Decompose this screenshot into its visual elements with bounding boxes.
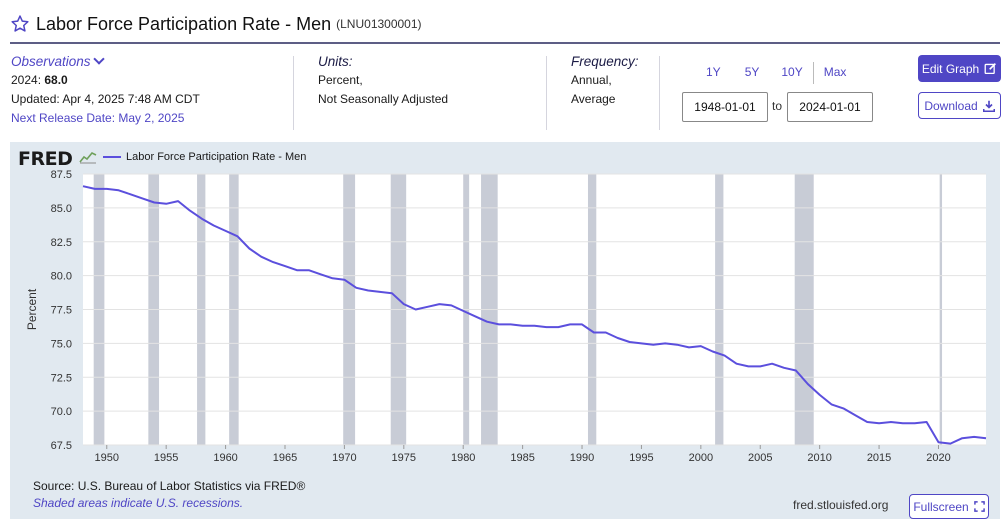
y-tick-label: 85.0 <box>51 203 72 215</box>
updated-text: Updated: Apr 4, 2025 7:48 AM CDT <box>11 92 200 106</box>
fred-chart-logo-icon <box>79 152 97 164</box>
source-text: Source: U.S. Bureau of Labor Statistics … <box>33 479 306 493</box>
range-1y-button[interactable]: 1Y <box>706 65 721 79</box>
star-icon[interactable] <box>10 14 30 34</box>
download-button[interactable]: Download <box>918 92 1001 119</box>
y-tick-label: 67.5 <box>51 440 72 452</box>
frequency-panel: Frequency: Annual, Average <box>571 52 639 109</box>
edit-graph-label: Edit Graph <box>921 61 980 76</box>
frequency-line1: Annual, <box>571 73 612 87</box>
x-tick-label: 2005 <box>748 452 772 464</box>
chart-panel: 67.5 70.0 72.5 75.0 77.5 80.0 82.5 85.0 87.5 1950… <box>10 142 1000 519</box>
recession-note: Shaded areas indicate U.S. recessions. <box>33 496 244 510</box>
x-tick-label: 1990 <box>570 452 594 464</box>
frequency-line2: Average <box>571 92 616 106</box>
page-title: Labor Force Participation Rate - Men <box>36 13 332 34</box>
x-tick-label: 1950 <box>95 452 119 464</box>
fullscreen-button[interactable]: Fullscreen <box>909 494 989 519</box>
range-max-button[interactable]: Max <box>823 65 847 79</box>
range-buttons: 1Y 5Y 10Y Max <box>700 62 846 84</box>
fred-logo: FRED <box>18 148 73 170</box>
y-tick-label: 77.5 <box>51 305 72 317</box>
legend-swatch <box>103 156 121 158</box>
fullscreen-icon <box>973 501 985 512</box>
x-tick-label: 1995 <box>629 452 653 464</box>
download-icon <box>982 100 995 112</box>
chevron-down-icon <box>92 53 105 65</box>
y-tick-label: 75.0 <box>51 338 72 350</box>
fullscreen-label: Fullscreen <box>913 499 969 514</box>
observations-panel: Observations 2024: 68.0 Updated: Apr 4, … <box>11 52 200 128</box>
y-tick-label: 82.5 <box>51 237 72 249</box>
x-tick-label: 1970 <box>332 452 356 464</box>
x-tick-label: 2010 <box>807 452 831 464</box>
series-line <box>82 185 987 445</box>
units-line1: Percent, <box>318 73 363 87</box>
y-axis-label: Percent <box>25 288 39 330</box>
title-divider <box>10 42 1000 44</box>
download-label: Download <box>924 98 978 113</box>
x-tick-label: 1980 <box>451 452 475 464</box>
x-tick-label: 1960 <box>213 452 237 464</box>
x-tick-label: 1965 <box>273 452 297 464</box>
x-tick-label: 1955 <box>154 452 178 464</box>
latest-value: 68.0 <box>44 73 68 87</box>
edit-icon <box>984 63 997 75</box>
title-bar: Labor Force Participation Rate - Men (LN… <box>10 10 422 38</box>
edit-graph-button[interactable]: Edit Graph <box>918 55 1001 82</box>
units-label: Units: <box>318 54 353 69</box>
x-tick-label: 2000 <box>689 452 713 464</box>
x-tick-label: 1985 <box>510 452 534 464</box>
units-panel: Units: Percent, Not Seasonally Adjusted <box>318 52 448 109</box>
observations-toggle[interactable]: Observations <box>11 52 200 71</box>
divider <box>546 56 547 130</box>
divider <box>293 56 294 130</box>
to-label: to <box>772 99 783 113</box>
line-chart[interactable]: 67.5 70.0 72.5 75.0 77.5 80.0 82.5 85.0 87.5 1950… <box>10 142 1000 519</box>
range-separator <box>812 62 814 84</box>
series-id: (LNU01300001) <box>336 17 422 31</box>
end-date-input[interactable]: 2024-01-01 <box>787 92 873 122</box>
x-tick-label: 2020 <box>926 452 950 464</box>
range-5y-button[interactable]: 5Y <box>744 65 760 79</box>
divider <box>659 56 660 130</box>
y-tick-label: 72.5 <box>51 372 72 384</box>
x-tick-label: 1975 <box>392 452 416 464</box>
y-tick-label: 70.0 <box>51 406 72 418</box>
start-date-input[interactable]: 1948-01-01 <box>682 92 768 122</box>
latest-observation: 2024: 68.0 <box>11 73 68 87</box>
next-release-link[interactable]: Next Release Date: May 2, 2025 <box>11 111 185 125</box>
units-line2: Not Seasonally Adjusted <box>318 92 449 106</box>
legend-label: Labor Force Participation Rate - Men <box>126 151 307 163</box>
x-tick-label: 2015 <box>867 452 891 464</box>
y-tick-label: 87.5 <box>51 169 72 181</box>
range-10y-button[interactable]: 10Y <box>781 65 803 79</box>
fred-url: fred.stlouisfed.org <box>793 498 889 512</box>
y-tick-label: 80.0 <box>51 271 72 283</box>
chart-legend: Labor Force Participation Rate - Men <box>103 151 306 163</box>
frequency-label: Frequency: <box>571 54 639 69</box>
